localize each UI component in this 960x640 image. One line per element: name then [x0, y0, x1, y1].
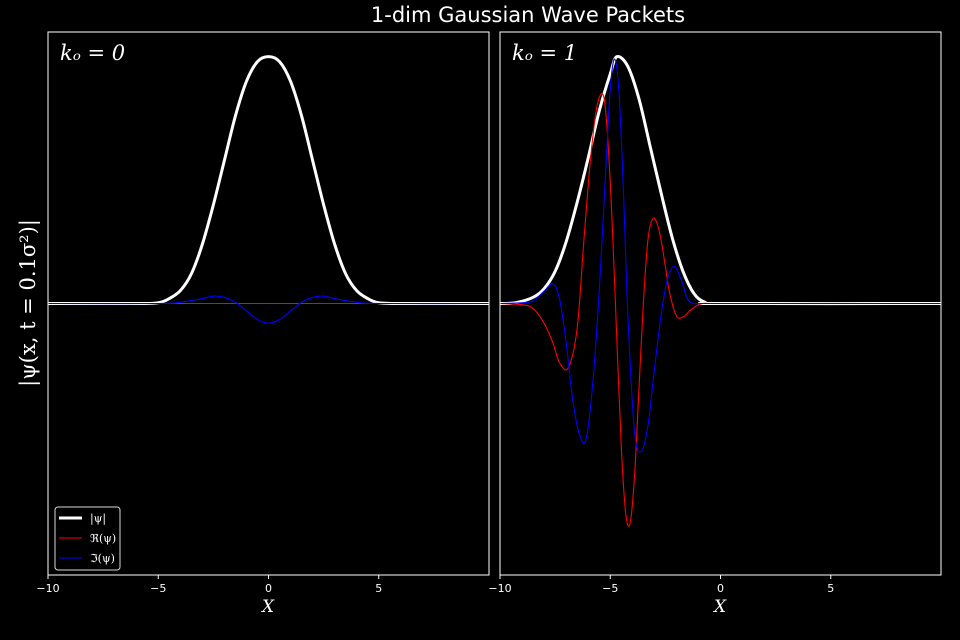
x-axis-label-k0: X: [260, 597, 275, 617]
series-group-k0: [47, 55, 490, 324]
panel-label-k1: kₒ = 1: [512, 41, 577, 65]
x-tick-label: 5: [827, 582, 834, 595]
x-tick-label: −10: [36, 582, 59, 595]
panel-k1: −10 −5 0 5 X kₒ = 1: [488, 31, 942, 617]
series-group-k1: [499, 54, 942, 527]
legend: |ψ| ℜ(ψ) ℑ(ψ): [54, 506, 121, 571]
legend-label-imag: ℑ(ψ): [90, 552, 115, 565]
series-line-real-panel1: [499, 93, 941, 527]
x-tick-label: 5: [375, 582, 382, 595]
x-tick-label: −5: [150, 582, 166, 595]
panel-label-k0: kₒ = 0: [60, 41, 125, 65]
series-line-abs-panel0: [47, 55, 490, 306]
chart-title: 1-dim Gaussian Wave Packets: [371, 3, 685, 27]
y-axis-label: |ψ(x, t = 0.1σ²)|: [16, 219, 41, 387]
legend-label-real: ℜ(ψ): [90, 532, 116, 545]
legend-label-abs: |ψ|: [90, 512, 106, 526]
x-ticks-k0: −10 −5 0 5: [36, 575, 382, 595]
x-ticks-k1: −10 −5 0 5: [488, 575, 834, 595]
x-tick-label: 0: [265, 582, 272, 595]
x-tick-label: 0: [717, 582, 724, 595]
x-tick-label: −5: [602, 582, 618, 595]
legend-box: [54, 506, 121, 571]
panel-k0: −10 −5 0 5 X kₒ = 0 |ψ| ℜ(ψ) ℑ(ψ): [36, 31, 490, 617]
x-axis-label-k1: X: [712, 597, 727, 617]
series-line-imag-panel0: [47, 295, 490, 324]
series-line-imag-panel1: [499, 58, 941, 453]
x-tick-label: −10: [488, 582, 511, 595]
series-line-abs-panel1: [499, 54, 942, 306]
